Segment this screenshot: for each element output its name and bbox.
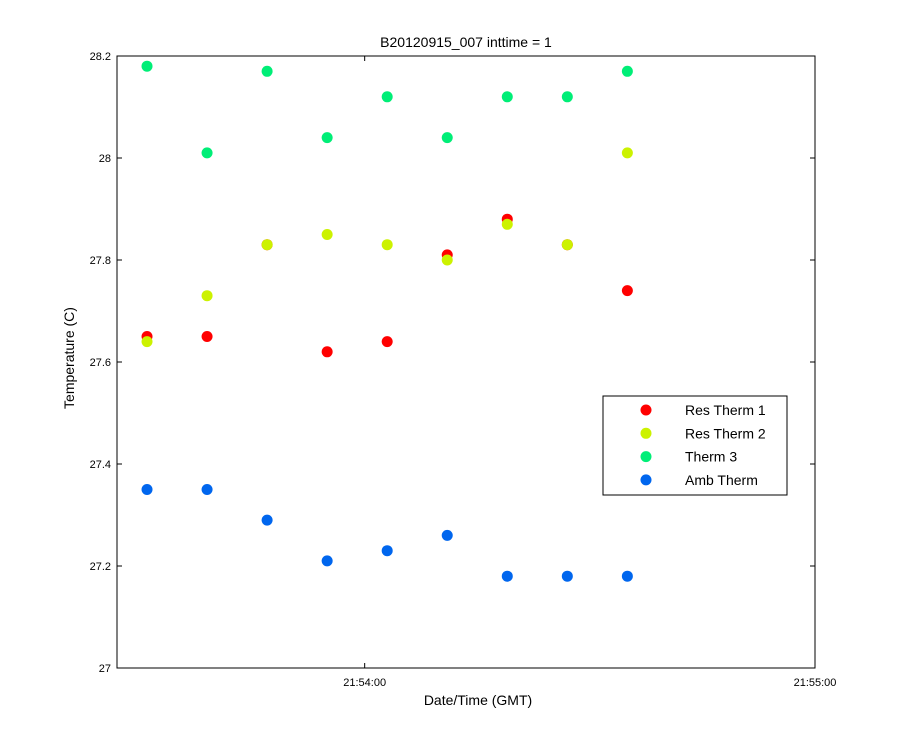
res-therm-2-point	[321, 229, 333, 240]
res-therm-2-point	[501, 218, 513, 230]
res-therm-1-point	[321, 346, 333, 358]
y-axis-ticks: 27 27.2 27.4 27.6 27.8 28 28.2	[90, 51, 815, 675]
amb-therm-point	[501, 570, 513, 582]
y-tick-label: 27.6	[90, 357, 111, 369]
legend-marker-amb-therm	[640, 474, 652, 486]
legend-label-therm-3: Therm 3	[685, 449, 737, 465]
res-therm-2-point	[561, 239, 573, 251]
chart-title: B20120915_007 inttime = 1	[380, 34, 552, 50]
plot-area	[116, 55, 816, 669]
y-tick-label: 28	[99, 153, 111, 165]
amb-therm-point	[381, 545, 393, 557]
res-therm-2-point	[381, 239, 393, 251]
therm-3-point	[201, 147, 213, 159]
legend-label-res-therm-1: Res Therm 1	[685, 402, 766, 418]
data-points	[141, 60, 633, 582]
y-tick-label: 27.4	[90, 459, 111, 471]
amb-therm-point	[261, 514, 273, 526]
amb-therm-point	[561, 570, 573, 582]
res-therm-1-point	[621, 285, 633, 297]
therm-3-point	[441, 132, 453, 144]
y-axis-label: Temperature (C)	[61, 307, 77, 409]
legend-label-res-therm-2: Res Therm 2	[685, 425, 766, 441]
therm-3-point	[141, 60, 153, 72]
x-tick-label: 21:54:00	[343, 677, 386, 689]
therm-3-point	[621, 65, 633, 77]
y-tick-label: 27.8	[90, 255, 111, 267]
therm-3-point	[261, 65, 273, 77]
amb-therm-point	[441, 529, 453, 541]
legend-label-amb-therm: Amb Therm	[685, 472, 758, 488]
amb-therm-point	[621, 570, 633, 582]
legend: Res Therm 1 Res Therm 2 Therm 3 Amb Therm	[602, 395, 788, 496]
res-therm-2-point	[441, 254, 453, 266]
therm-3-point	[321, 132, 333, 144]
res-therm-2-point	[261, 239, 273, 251]
y-tick-label: 28.2	[90, 51, 111, 63]
x-axis-label: Date/Time (GMT)	[424, 692, 532, 708]
res-therm-2-point	[201, 290, 213, 302]
x-axis-ticks: 21:54:00 21:55:00	[343, 56, 836, 689]
res-therm-2-point	[141, 336, 153, 348]
legend-marker-therm-3	[640, 451, 652, 463]
y-tick-label: 27.2	[90, 561, 111, 573]
therm-3-point	[381, 91, 393, 103]
legend-box	[602, 395, 788, 496]
amb-therm-point	[321, 555, 333, 567]
res-therm-1-point	[381, 336, 393, 348]
legend-marker-res-therm-2	[640, 427, 652, 439]
amb-therm-point	[201, 484, 213, 495]
amb-therm-point	[141, 484, 153, 495]
therm-3-point	[561, 91, 573, 103]
legend-marker-res-therm-1	[640, 404, 652, 416]
res-therm-2-point	[621, 147, 633, 159]
x-tick-label: 21:55:00	[794, 677, 837, 689]
y-tick-label: 27	[99, 663, 111, 675]
res-therm-1-point	[201, 331, 213, 342]
therm-3-point	[501, 91, 513, 103]
